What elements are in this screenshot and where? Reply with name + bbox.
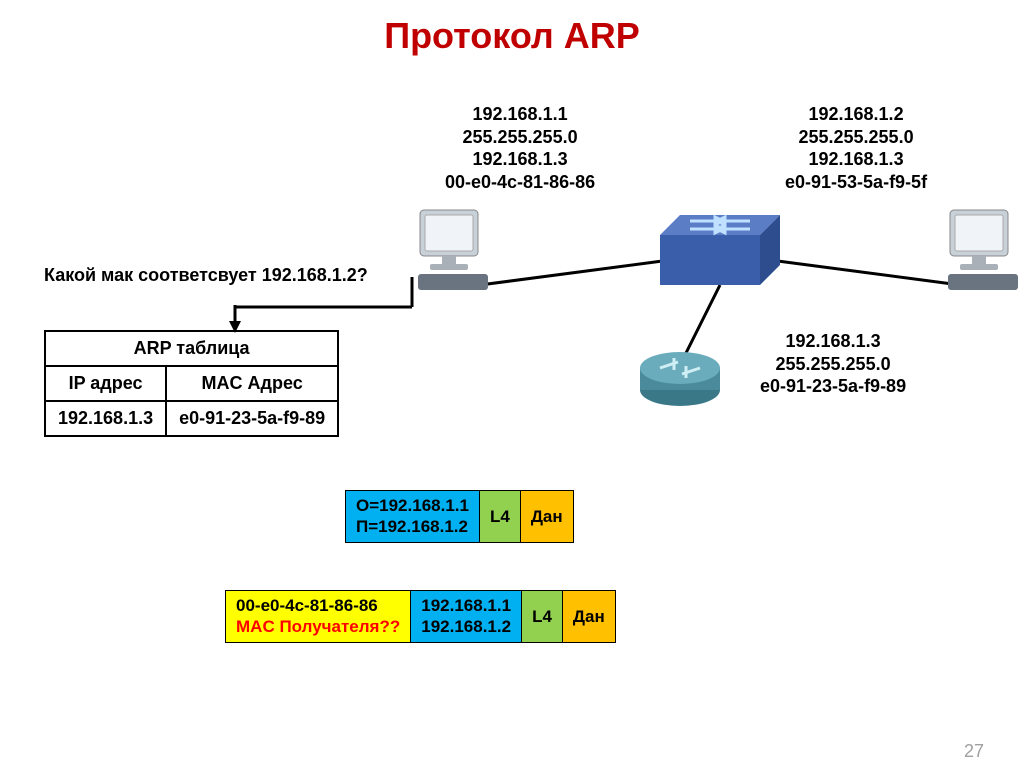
- arp-row-mac: e0-91-23-5a-f9-89: [166, 401, 338, 436]
- arp-col-ip: IP адрес: [45, 366, 166, 401]
- pc-left-icon: [418, 210, 488, 290]
- router-mask: 255.255.255.0: [760, 353, 906, 376]
- arp-col-mac: MAC Адрес: [166, 366, 338, 401]
- host-right-mask: 255.255.255.0: [785, 126, 927, 149]
- arp-table: ARP таблица IP адрес MAC Адрес 192.168.1…: [44, 330, 339, 437]
- packet2-l3-src: 192.168.1.1: [421, 595, 511, 616]
- host-left-gw: 192.168.1.3: [445, 148, 595, 171]
- packet2-l4: L4: [522, 591, 563, 642]
- host-right-gw: 192.168.1.3: [785, 148, 927, 171]
- packet2-data: Дан: [563, 591, 615, 642]
- packet1-data: Дан: [521, 491, 573, 542]
- host-left-label: 192.168.1.1 255.255.255.0 192.168.1.3 00…: [445, 103, 595, 193]
- packet2-l2-src: 00-e0-4c-81-86-86: [236, 595, 400, 616]
- router-ip: 192.168.1.3: [760, 330, 906, 353]
- host-right-ip: 192.168.1.2: [785, 103, 927, 126]
- host-left-mac: 00-e0-4c-81-86-86: [445, 171, 595, 194]
- router-label: 192.168.1.3 255.255.255.0 e0-91-23-5a-f9…: [760, 330, 906, 398]
- arp-row-ip: 192.168.1.3: [45, 401, 166, 436]
- packet2-l3-dst: 192.168.1.2: [421, 616, 511, 637]
- packet2-l2: 00-e0-4c-81-86-86 MAC Получателя??: [226, 591, 411, 642]
- pc-right-icon: [948, 210, 1018, 290]
- page-number: 27: [964, 741, 984, 762]
- packet2-l3: 192.168.1.1 192.168.1.2: [411, 591, 522, 642]
- packet1-l4: L4: [480, 491, 521, 542]
- host-right-mac: e0-91-53-5a-f9-5f: [785, 171, 927, 194]
- page-title: Протокол ARP: [0, 15, 1024, 57]
- packet-l3: О=192.168.1.1 П=192.168.1.2 L4 Дан: [345, 490, 574, 543]
- router-icon: [640, 352, 720, 406]
- arp-table-title: ARP таблица: [45, 331, 338, 366]
- router-mac: e0-91-23-5a-f9-89: [760, 375, 906, 398]
- packet2-l2-dst: MAC Получателя??: [236, 616, 400, 637]
- host-left-mask: 255.255.255.0: [445, 126, 595, 149]
- switch-icon: [660, 215, 780, 285]
- packet-l2: 00-e0-4c-81-86-86 MAC Получателя?? 192.1…: [225, 590, 616, 643]
- host-right-label: 192.168.1.2 255.255.255.0 192.168.1.3 e0…: [785, 103, 927, 193]
- arp-question: Какой мак соответсвует 192.168.1.2?: [44, 265, 368, 286]
- packet1-l3-src: О=192.168.1.1: [356, 495, 469, 516]
- packet1-l3: О=192.168.1.1 П=192.168.1.2: [346, 491, 480, 542]
- packet1-l3-dst: П=192.168.1.2: [356, 516, 469, 537]
- host-left-ip: 192.168.1.1: [445, 103, 595, 126]
